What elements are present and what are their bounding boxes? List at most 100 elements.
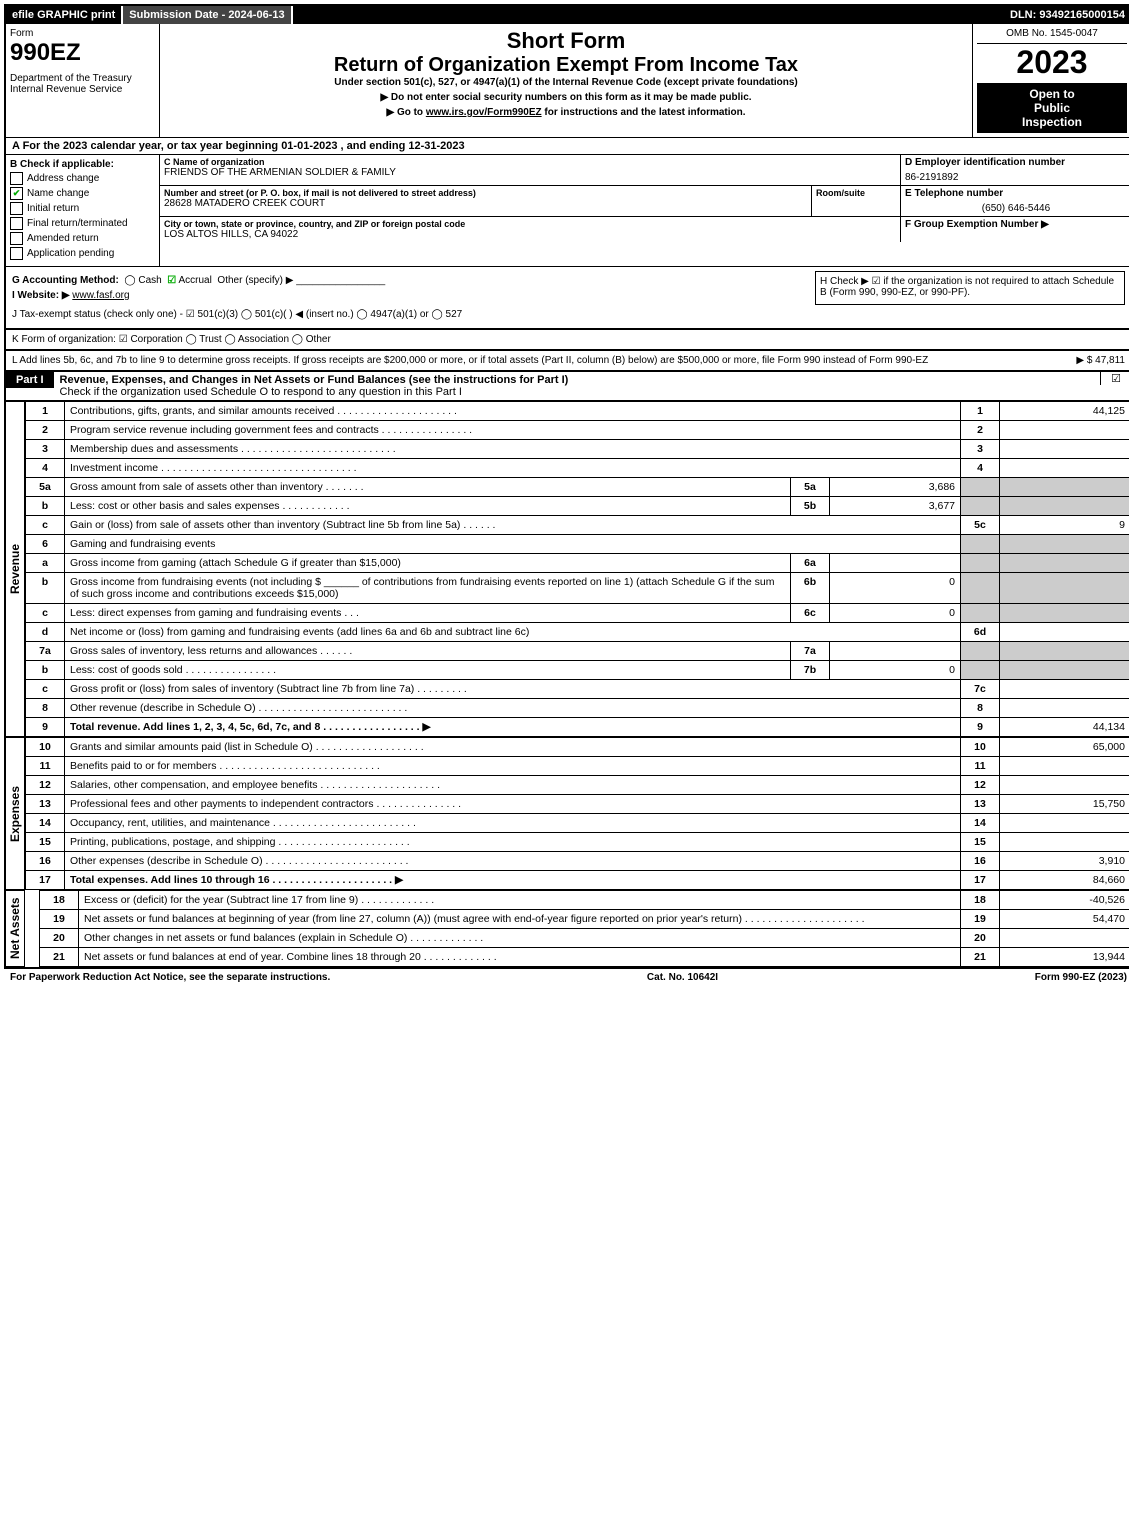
inspection-line2: Public xyxy=(981,101,1123,115)
under-section: Under section 501(c), 527, or 4947(a)(1)… xyxy=(164,77,968,88)
chk-label: Amended return xyxy=(27,233,99,244)
chk-initial-return[interactable]: Initial return xyxy=(10,202,155,215)
line-14: 14Occupancy, rent, utilities, and mainte… xyxy=(26,814,1129,833)
tax-year: 2023 xyxy=(977,44,1127,81)
l-text: L Add lines 5b, 6c, and 7b to line 9 to … xyxy=(12,355,997,366)
goto-pre: ▶ Go to xyxy=(386,107,425,118)
line-15: 15Printing, publications, postage, and s… xyxy=(26,833,1129,852)
g-accrual[interactable]: Accrual xyxy=(179,275,212,286)
line-5a: 5aGross amount from sale of assets other… xyxy=(26,478,1129,497)
chk-final-return[interactable]: Final return/terminated xyxy=(10,217,155,230)
section-e: E Telephone number (650) 646-5446 xyxy=(900,186,1129,216)
section-bcdef: B Check if applicable: Address change ✔N… xyxy=(6,155,1129,267)
chk-application-pending[interactable]: Application pending xyxy=(10,247,155,260)
line-8: 8Other revenue (describe in Schedule O) … xyxy=(26,699,1129,718)
website-link[interactable]: www.fasf.org xyxy=(72,290,129,301)
form-word: Form xyxy=(10,28,155,39)
d-label: D Employer identification number xyxy=(901,155,1129,170)
g-cash[interactable]: Cash xyxy=(138,275,161,286)
line-6b: bGross income from fundraising events (n… xyxy=(26,573,1129,604)
line-7a: 7aGross sales of inventory, less returns… xyxy=(26,642,1129,661)
chk-amended-return[interactable]: Amended return xyxy=(10,232,155,245)
submission-date: Submission Date - 2024-06-13 xyxy=(121,6,292,24)
omb-number: OMB No. 1545-0047 xyxy=(977,28,1127,44)
expenses-section: Expenses 10Grants and similar amounts pa… xyxy=(6,737,1129,890)
section-k: K Form of organization: ☑ Corporation ◯ … xyxy=(6,329,1129,350)
section-j: J Tax-exempt status (check only one) - ☑… xyxy=(12,309,1125,320)
inspection-badge: Open to Public Inspection xyxy=(977,83,1127,133)
part1-check[interactable]: ☑ xyxy=(1100,372,1129,385)
city-value: LOS ALTOS HILLS, CA 94022 xyxy=(164,229,896,240)
b-label: B Check if applicable: xyxy=(10,159,155,170)
phone-value: (650) 646-5446 xyxy=(901,201,1129,216)
line-a: A For the 2023 calendar year, or tax yea… xyxy=(6,138,1129,155)
revenue-vlabel: Revenue xyxy=(6,401,25,737)
line-12: 12Salaries, other compensation, and empl… xyxy=(26,776,1129,795)
line-4: 4Investment income . . . . . . . . . . .… xyxy=(26,459,1129,478)
form-990ez: efile GRAPHIC print Submission Date - 20… xyxy=(4,4,1129,969)
header-right: OMB No. 1545-0047 2023 Open to Public In… xyxy=(972,24,1129,137)
header-left: Form 990EZ Department of the Treasury In… xyxy=(6,24,160,137)
section-c-wrap: C Name of organization FRIENDS OF THE AR… xyxy=(160,155,1129,266)
chk-label: Address change xyxy=(27,173,99,184)
dept-treasury: Department of the Treasury xyxy=(10,73,155,84)
chk-label: Name change xyxy=(27,188,89,199)
line-6: 6Gaming and fundraising events xyxy=(26,535,1129,554)
g-other[interactable]: Other (specify) ▶ xyxy=(217,275,293,286)
irs-label: Internal Revenue Service xyxy=(10,84,155,95)
f-label: F Group Exemption Number ▶ xyxy=(901,217,1129,232)
room-label: Room/suite xyxy=(816,188,896,198)
inspection-line1: Open to xyxy=(981,87,1123,101)
line-10: 10Grants and similar amounts paid (list … xyxy=(26,738,1129,757)
chk-address-change[interactable]: Address change xyxy=(10,172,155,185)
inspection-line3: Inspection xyxy=(981,115,1123,129)
chk-label: Application pending xyxy=(27,248,114,259)
i-label: I Website: ▶ xyxy=(12,290,70,301)
goto-post: for instructions and the latest informat… xyxy=(542,107,746,118)
org-name: FRIENDS OF THE ARMENIAN SOLDIER & FAMILY xyxy=(164,167,896,178)
part1-label: Part I xyxy=(6,372,54,388)
section-b: B Check if applicable: Address change ✔N… xyxy=(6,155,160,266)
g-label: G Accounting Method: xyxy=(12,275,119,286)
return-title: Return of Organization Exempt From Incom… xyxy=(164,54,968,77)
revenue-section: Revenue 1Contributions, gifts, grants, a… xyxy=(6,401,1129,737)
do-not-note: ▶ Do not enter social security numbers o… xyxy=(164,92,968,103)
footer-right: Form 990-EZ (2023) xyxy=(1035,972,1127,983)
part1-title-text: Revenue, Expenses, and Changes in Net As… xyxy=(60,374,569,386)
netassets-vlabel: Net Assets xyxy=(6,890,25,967)
line-7c: cGross profit or (loss) from sales of in… xyxy=(26,680,1129,699)
street-value: 28628 MATADERO CREEK COURT xyxy=(164,198,807,209)
irs-link[interactable]: www.irs.gov/Form990EZ xyxy=(426,107,542,118)
line-20: 20Other changes in net assets or fund ba… xyxy=(40,929,1129,948)
footer-left: For Paperwork Reduction Act Notice, see … xyxy=(10,972,330,983)
section-f: F Group Exemption Number ▶ xyxy=(900,217,1129,242)
footer-center: Cat. No. 10642I xyxy=(647,972,718,983)
ein-value: 86-2191892 xyxy=(901,170,1129,185)
top-bar: efile GRAPHIC print Submission Date - 20… xyxy=(6,6,1129,24)
line-21: 21Net assets or fund balances at end of … xyxy=(40,948,1129,967)
efile-print-label[interactable]: efile GRAPHIC print xyxy=(6,6,121,24)
city-label: City or town, state or province, country… xyxy=(164,219,896,229)
short-form-title: Short Form xyxy=(164,28,968,54)
line-11: 11Benefits paid to or for members . . . … xyxy=(26,757,1129,776)
line-2: 2Program service revenue including gover… xyxy=(26,421,1129,440)
header-center: Short Form Return of Organization Exempt… xyxy=(160,24,972,137)
line-16: 16Other expenses (describe in Schedule O… xyxy=(26,852,1129,871)
part1-header: Part I Revenue, Expenses, and Changes in… xyxy=(6,371,1129,401)
line-6d: dNet income or (loss) from gaming and fu… xyxy=(26,623,1129,642)
line-6a: aGross income from gaming (attach Schedu… xyxy=(26,554,1129,573)
c-name-label: C Name of organization xyxy=(164,157,896,167)
line-9: 9Total revenue. Add lines 1, 2, 3, 4, 5c… xyxy=(26,718,1129,737)
line-3: 3Membership dues and assessments . . . .… xyxy=(26,440,1129,459)
section-i: I Website: ▶ www.fasf.org xyxy=(12,290,815,301)
netassets-section: Net Assets 18Excess or (deficit) for the… xyxy=(6,890,1129,967)
line-13: 13Professional fees and other payments t… xyxy=(26,795,1129,814)
chk-name-change[interactable]: ✔Name change xyxy=(10,187,155,200)
form-number: 990EZ xyxy=(10,39,155,67)
line-6c: cLess: direct expenses from gaming and f… xyxy=(26,604,1129,623)
line-18: 18Excess or (deficit) for the year (Subt… xyxy=(40,891,1129,910)
header: Form 990EZ Department of the Treasury In… xyxy=(6,24,1129,138)
section-l: L Add lines 5b, 6c, and 7b to line 9 to … xyxy=(6,350,1129,371)
e-label: E Telephone number xyxy=(901,186,1129,201)
part1-title: Revenue, Expenses, and Changes in Net As… xyxy=(54,372,1100,400)
